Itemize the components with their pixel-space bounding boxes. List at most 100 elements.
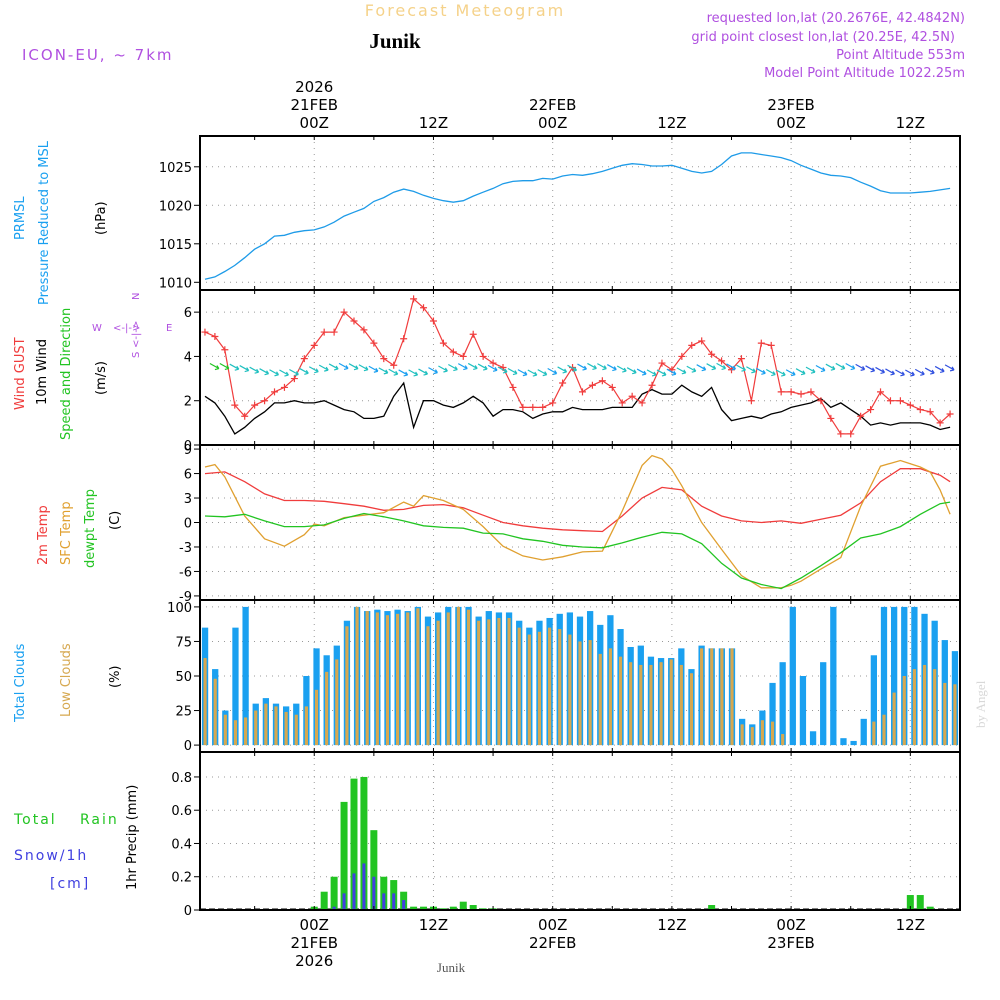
gust-marker — [628, 392, 636, 400]
total-clouds-bar — [850, 740, 857, 746]
rain-bar — [410, 906, 418, 910]
wind-direction-arrow — [249, 366, 260, 374]
wind-direction-arrow — [289, 368, 299, 377]
pressure-label-1: PRMSL — [13, 196, 28, 240]
low-clouds-bar — [882, 714, 886, 746]
wind-direction-arrow — [895, 369, 905, 377]
gust-marker — [370, 339, 378, 347]
gust-marker — [886, 397, 894, 405]
total-clouds-bar — [232, 627, 239, 746]
bottom-time-label: 12Z — [657, 916, 686, 934]
top-time-label: 12Z — [419, 114, 448, 132]
gust-marker — [340, 308, 348, 316]
panel-frame — [199, 135, 961, 291]
low-clouds-bar — [922, 664, 927, 746]
low-clouds-bar — [902, 676, 906, 746]
wind-direction-arrow — [616, 365, 627, 373]
gust-marker — [350, 317, 358, 325]
low-clouds-bar — [943, 682, 947, 746]
wind-direction-arrow — [557, 366, 568, 374]
bottom-time-label: 00Z — [776, 916, 805, 934]
y-tick-label: 6 — [184, 306, 192, 321]
gust-marker — [519, 403, 527, 411]
compass-h: <-|-> — [113, 323, 140, 334]
wind-direction-arrow — [865, 365, 876, 373]
grid-point-coords: grid point closest lon,lat (20.25E, 42.5… — [691, 30, 955, 45]
low-clouds-bar — [345, 626, 349, 746]
wind-direction-arrow — [944, 364, 955, 372]
compass-s: S — [131, 352, 142, 358]
y-tick-label: 1015 — [159, 238, 192, 253]
total-clouds-bar — [769, 682, 776, 746]
wind-direction-arrow — [626, 367, 637, 375]
gust-marker — [926, 408, 934, 416]
wind-direction-arrow — [567, 364, 578, 372]
wind-dir-label: Speed and Direction — [59, 308, 74, 440]
gust-marker — [847, 430, 855, 438]
total-clouds-bar — [779, 662, 786, 746]
compass-e: E — [166, 323, 172, 334]
precip-unit: 1hr Precip (mm) — [125, 785, 140, 890]
wind-direction-arrow — [259, 368, 270, 376]
top-time-label: 12Z — [657, 114, 686, 132]
low-clouds-bar — [679, 664, 683, 746]
wind-direction-arrow — [765, 369, 776, 377]
rain-bar — [330, 876, 338, 910]
gust-marker — [469, 330, 477, 338]
requested-coords: requested lon,lat (20.2676E, 42.4842N) — [707, 11, 965, 26]
wind-direction-arrow — [209, 363, 220, 371]
y-tick-label: 25 — [175, 705, 192, 720]
low-clouds-bar — [710, 648, 714, 746]
gust-marker — [390, 361, 398, 369]
total-clouds-label: Total Clouds — [13, 643, 28, 723]
rain-bar — [906, 895, 914, 910]
gust-marker — [857, 412, 865, 420]
gust-marker — [261, 397, 269, 405]
location-title: Junik — [369, 29, 421, 53]
low-clouds-bar — [568, 634, 572, 746]
wind-gust-line — [204, 297, 951, 435]
gust-marker — [708, 350, 716, 358]
gust-marker — [271, 388, 279, 396]
low-clouds-bar — [304, 706, 308, 746]
wind-direction-arrow — [845, 363, 856, 371]
wind-direction-arrow — [746, 366, 756, 374]
y-tick-label: 1010 — [159, 276, 192, 291]
wind-direction-arrow — [885, 368, 895, 376]
low-clouds-bar — [649, 664, 653, 746]
gust-marker — [767, 341, 775, 349]
gust-marker — [549, 399, 557, 407]
low-clouds-bar — [517, 627, 521, 746]
wind-direction-arrow — [378, 367, 389, 375]
y-tick-label: 75 — [175, 635, 192, 650]
total-clouds-bar — [809, 731, 817, 746]
top-time-label: 22FEB — [529, 96, 576, 114]
bottom-time-label: 00Z — [538, 916, 567, 934]
wind-direction-arrow — [905, 369, 915, 377]
low-clouds-bar — [669, 659, 673, 746]
total-clouds-bar — [840, 738, 847, 746]
low-clouds-bar — [497, 617, 501, 746]
gust-marker — [588, 381, 596, 389]
temp-2m-line — [204, 468, 951, 533]
total-rain-label: Total — [13, 812, 57, 828]
wind-direction-arrow — [448, 364, 458, 372]
rain-bar — [459, 901, 467, 910]
wind-gust-label: Wind GUST — [13, 337, 28, 410]
y-tick-label: 0.2 — [171, 871, 192, 886]
gust-marker — [290, 375, 298, 383]
wind-direction-arrow — [666, 368, 677, 376]
low-clouds-bar — [730, 648, 734, 746]
low-clouds-bar — [659, 662, 663, 746]
wind-direction-arrow — [358, 364, 369, 372]
gust-marker — [420, 304, 428, 312]
low-clouds-bar — [750, 727, 754, 746]
top-time-label: 00Z — [538, 114, 567, 132]
wind-direction-arrow — [636, 368, 647, 376]
wind-direction-arrow — [855, 363, 866, 371]
low-clouds-bar — [355, 606, 359, 746]
wind-direction-arrow — [507, 367, 518, 376]
y-tick-label: 0 — [184, 517, 192, 532]
wind-direction-arrow — [587, 362, 597, 371]
